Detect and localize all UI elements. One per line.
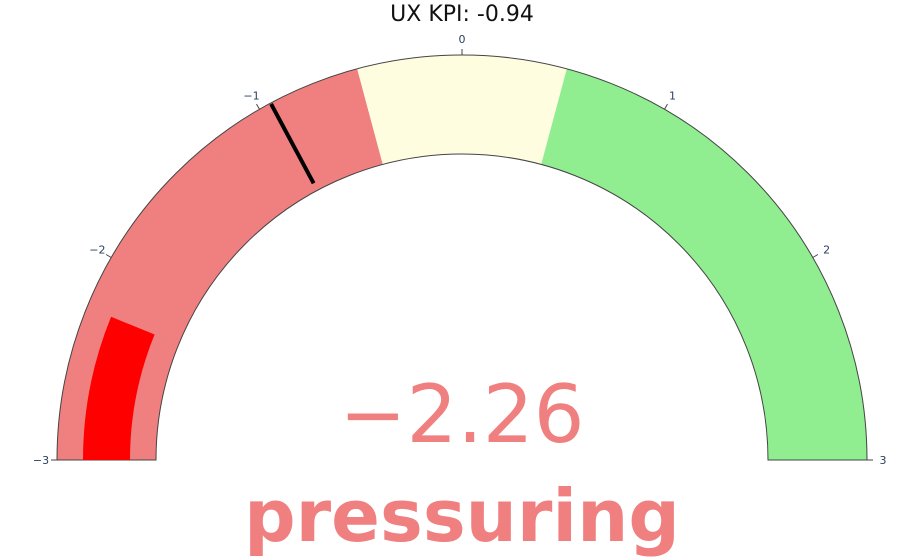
- gauge-tick-mark: [256, 103, 260, 110]
- gauge-tick-label: 2: [823, 244, 830, 257]
- gauge-value-bar: [83, 316, 155, 460]
- gauge-step-band-2: [541, 68, 867, 460]
- gauge-tick-label: 3: [880, 454, 887, 467]
- gauge-tick-label: 0: [459, 33, 466, 46]
- gauge-tick-mark: [664, 103, 668, 110]
- gauge-tick-label: 1: [669, 89, 676, 102]
- gauge-tick-mark: [812, 254, 819, 258]
- gauge-title: UX KPI: -0.94: [390, 2, 534, 27]
- gauge-step-band-1: [357, 55, 567, 165]
- gauge-tick-label: −3: [33, 454, 49, 467]
- gauge-threshold-line: [269, 103, 316, 185]
- gauge-tick-mark: [105, 254, 112, 258]
- gauge-value: −2.26: [339, 368, 585, 461]
- gauge-tick-label: −1: [243, 89, 259, 102]
- gauge-tick-label: −2: [89, 244, 105, 257]
- gauge-status: pressuring: [244, 474, 680, 558]
- gauge-outline: [56, 54, 868, 461]
